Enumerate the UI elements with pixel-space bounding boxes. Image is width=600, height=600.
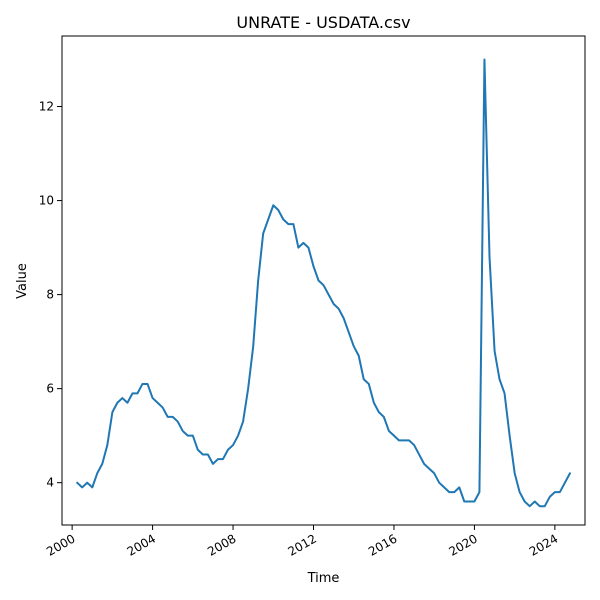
y-axis-ticks: 4 6 8 10 12 xyxy=(39,100,62,490)
y-tick-label: 12 xyxy=(39,100,54,114)
plot-frame xyxy=(61,35,586,526)
x-tick-label: 2012 xyxy=(286,531,319,558)
x-tick-label: 2024 xyxy=(527,531,560,558)
y-tick-label: 4 xyxy=(46,476,54,490)
x-tick-label: 2000 xyxy=(44,531,77,558)
y-tick-label: 8 xyxy=(46,288,54,302)
x-axis-label: Time xyxy=(307,571,340,586)
x-axis-ticks: 2000 2004 2008 2012 2016 2020 2024 xyxy=(44,525,560,559)
x-tick-label: 2004 xyxy=(125,531,158,558)
x-tick-label: 2020 xyxy=(446,531,479,558)
series-line-unrate xyxy=(76,58,571,508)
chart-title: UNRATE - USDATA.csv xyxy=(236,13,410,32)
y-tick-label: 10 xyxy=(39,194,54,208)
y-axis-label: Value xyxy=(15,263,30,299)
x-tick-label: 2016 xyxy=(366,531,399,558)
x-tick-label: 2008 xyxy=(205,531,238,558)
y-tick-label: 6 xyxy=(46,382,54,396)
plot-area xyxy=(61,35,586,526)
